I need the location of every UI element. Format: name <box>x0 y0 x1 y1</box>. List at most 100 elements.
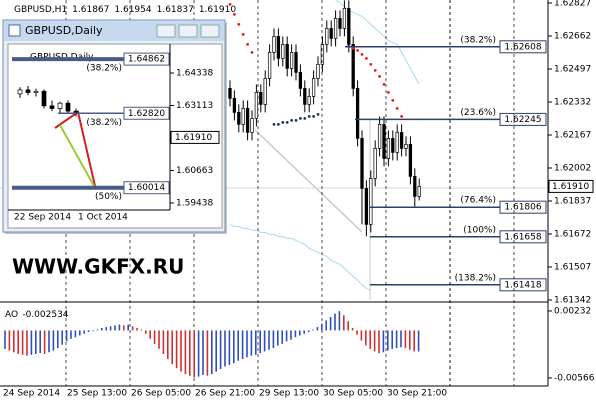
fib-price: 1.61658 <box>504 232 541 242</box>
fib-label: (38.2%) <box>86 118 122 128</box>
candle-body <box>241 108 245 125</box>
y-tick-label: 1.62002 <box>554 164 591 174</box>
ao-bar <box>52 330 55 351</box>
candle-body <box>17 89 23 95</box>
x-tick-label: 22 Sep 2014 <box>14 213 71 223</box>
fib-price-box <box>499 278 547 292</box>
ao-bar <box>162 330 165 354</box>
ao-bar <box>175 330 178 369</box>
candle-body <box>281 44 285 59</box>
fib-price-box <box>499 112 547 126</box>
candle-body <box>289 52 294 69</box>
candle-body <box>325 28 329 45</box>
fib-price: 1.62820 <box>128 109 165 119</box>
candle-body <box>311 78 316 97</box>
ao-bar <box>325 320 327 331</box>
ao-bar <box>290 330 292 340</box>
fib-price-box <box>499 40 547 54</box>
sar-dot <box>373 69 377 72</box>
candle-body <box>254 92 259 119</box>
sar-dot <box>277 123 280 126</box>
sar-dot <box>316 113 320 116</box>
sar-dot <box>351 47 355 50</box>
ao-bar <box>299 330 301 336</box>
chart-header: GBPUSD,H1 1.61867 1.61954 1.61837 1.61910 <box>14 5 236 15</box>
ao-bar <box>369 330 371 349</box>
sar-dot <box>303 117 307 120</box>
candle-body <box>399 132 404 149</box>
last-price: 1.61910 <box>175 133 212 143</box>
ao-bar <box>281 330 283 344</box>
candle-body <box>316 64 320 79</box>
ao-bar <box>347 321 349 331</box>
ao-bar <box>404 330 407 349</box>
ao-bar <box>202 330 204 375</box>
ao-bar <box>241 330 244 359</box>
y-tick-label: 1.59438 <box>176 198 213 208</box>
ao-bar <box>145 330 147 334</box>
fib-price-box <box>499 200 547 214</box>
fib-label: (76.4%) <box>460 196 496 206</box>
ao-bar <box>237 330 239 361</box>
ao-bar <box>184 330 187 375</box>
y-tick-label: 1.61837 <box>554 197 591 207</box>
x-tick-label: 29 Sep 13:00 <box>259 389 319 399</box>
sar-dot <box>369 63 373 66</box>
candle-body <box>408 144 413 177</box>
chart-title: GBPUSD,H1 <box>14 5 67 15</box>
candle-body <box>377 124 382 149</box>
band-line <box>229 223 372 291</box>
fib-price-box <box>123 52 170 66</box>
x-tick-label: 26 Sep 21:00 <box>195 389 255 399</box>
ao-bar <box>246 330 248 358</box>
ao-bar <box>250 330 253 356</box>
sar-dot <box>285 121 289 124</box>
fib-price-box <box>123 181 170 195</box>
sar-dot <box>382 83 386 86</box>
minimize-button[interactable] <box>156 24 176 38</box>
y-tick-label: 1.61507 <box>554 263 591 273</box>
candle-body <box>232 98 237 113</box>
ao-bar <box>228 330 231 365</box>
candle-body <box>33 90 39 93</box>
ao-bar <box>277 330 279 346</box>
daily-window: GBPUSD,Daily GBPUSD,Daily 1.643381.63113… <box>2 19 227 234</box>
y-tick-label: 1.62827 <box>554 0 591 9</box>
candle-body <box>413 176 417 197</box>
ao-bar <box>365 330 367 346</box>
ao-bar <box>70 330 72 339</box>
sar-dot <box>241 33 245 36</box>
candle-body <box>73 110 79 113</box>
candle-body <box>360 138 364 189</box>
ao-panel: 24 Sep 2014 25 Sep 13:00 26 Sep 05:00 26 Se… <box>3 0 595 399</box>
ao-bar <box>413 330 415 352</box>
ao-bar <box>123 325 125 331</box>
quote-value: 1.61837 <box>157 5 194 15</box>
ao-bar <box>101 327 103 331</box>
ao-bar <box>321 323 323 331</box>
ao-bar <box>400 330 402 348</box>
ao-bar <box>285 330 288 342</box>
maximize-button[interactable] <box>178 24 198 38</box>
y-tick-label: 1.62497 <box>554 65 591 75</box>
ao-bar <box>206 330 209 376</box>
ao-bar <box>118 324 121 331</box>
sar-dot <box>228 3 232 6</box>
ao-bar <box>387 330 389 351</box>
ao-bar <box>79 330 81 336</box>
sar-dot <box>378 75 381 78</box>
ao-bar <box>65 330 68 342</box>
indicator-title: AO <box>5 310 18 320</box>
indicator-header: AO -0.002534 <box>5 310 69 320</box>
sar-dot <box>237 23 241 26</box>
ao-bar <box>215 330 217 372</box>
ao-bar <box>96 329 99 331</box>
ao-bar <box>312 329 314 331</box>
candle-body <box>364 188 369 225</box>
close-button[interactable] <box>200 24 220 38</box>
x-tick-label: 26 Sep 05:00 <box>131 389 191 399</box>
ao-bar <box>360 330 363 341</box>
ao-bar <box>131 326 134 331</box>
fib-price: 1.61806 <box>504 203 541 213</box>
ao-bar <box>105 327 107 331</box>
